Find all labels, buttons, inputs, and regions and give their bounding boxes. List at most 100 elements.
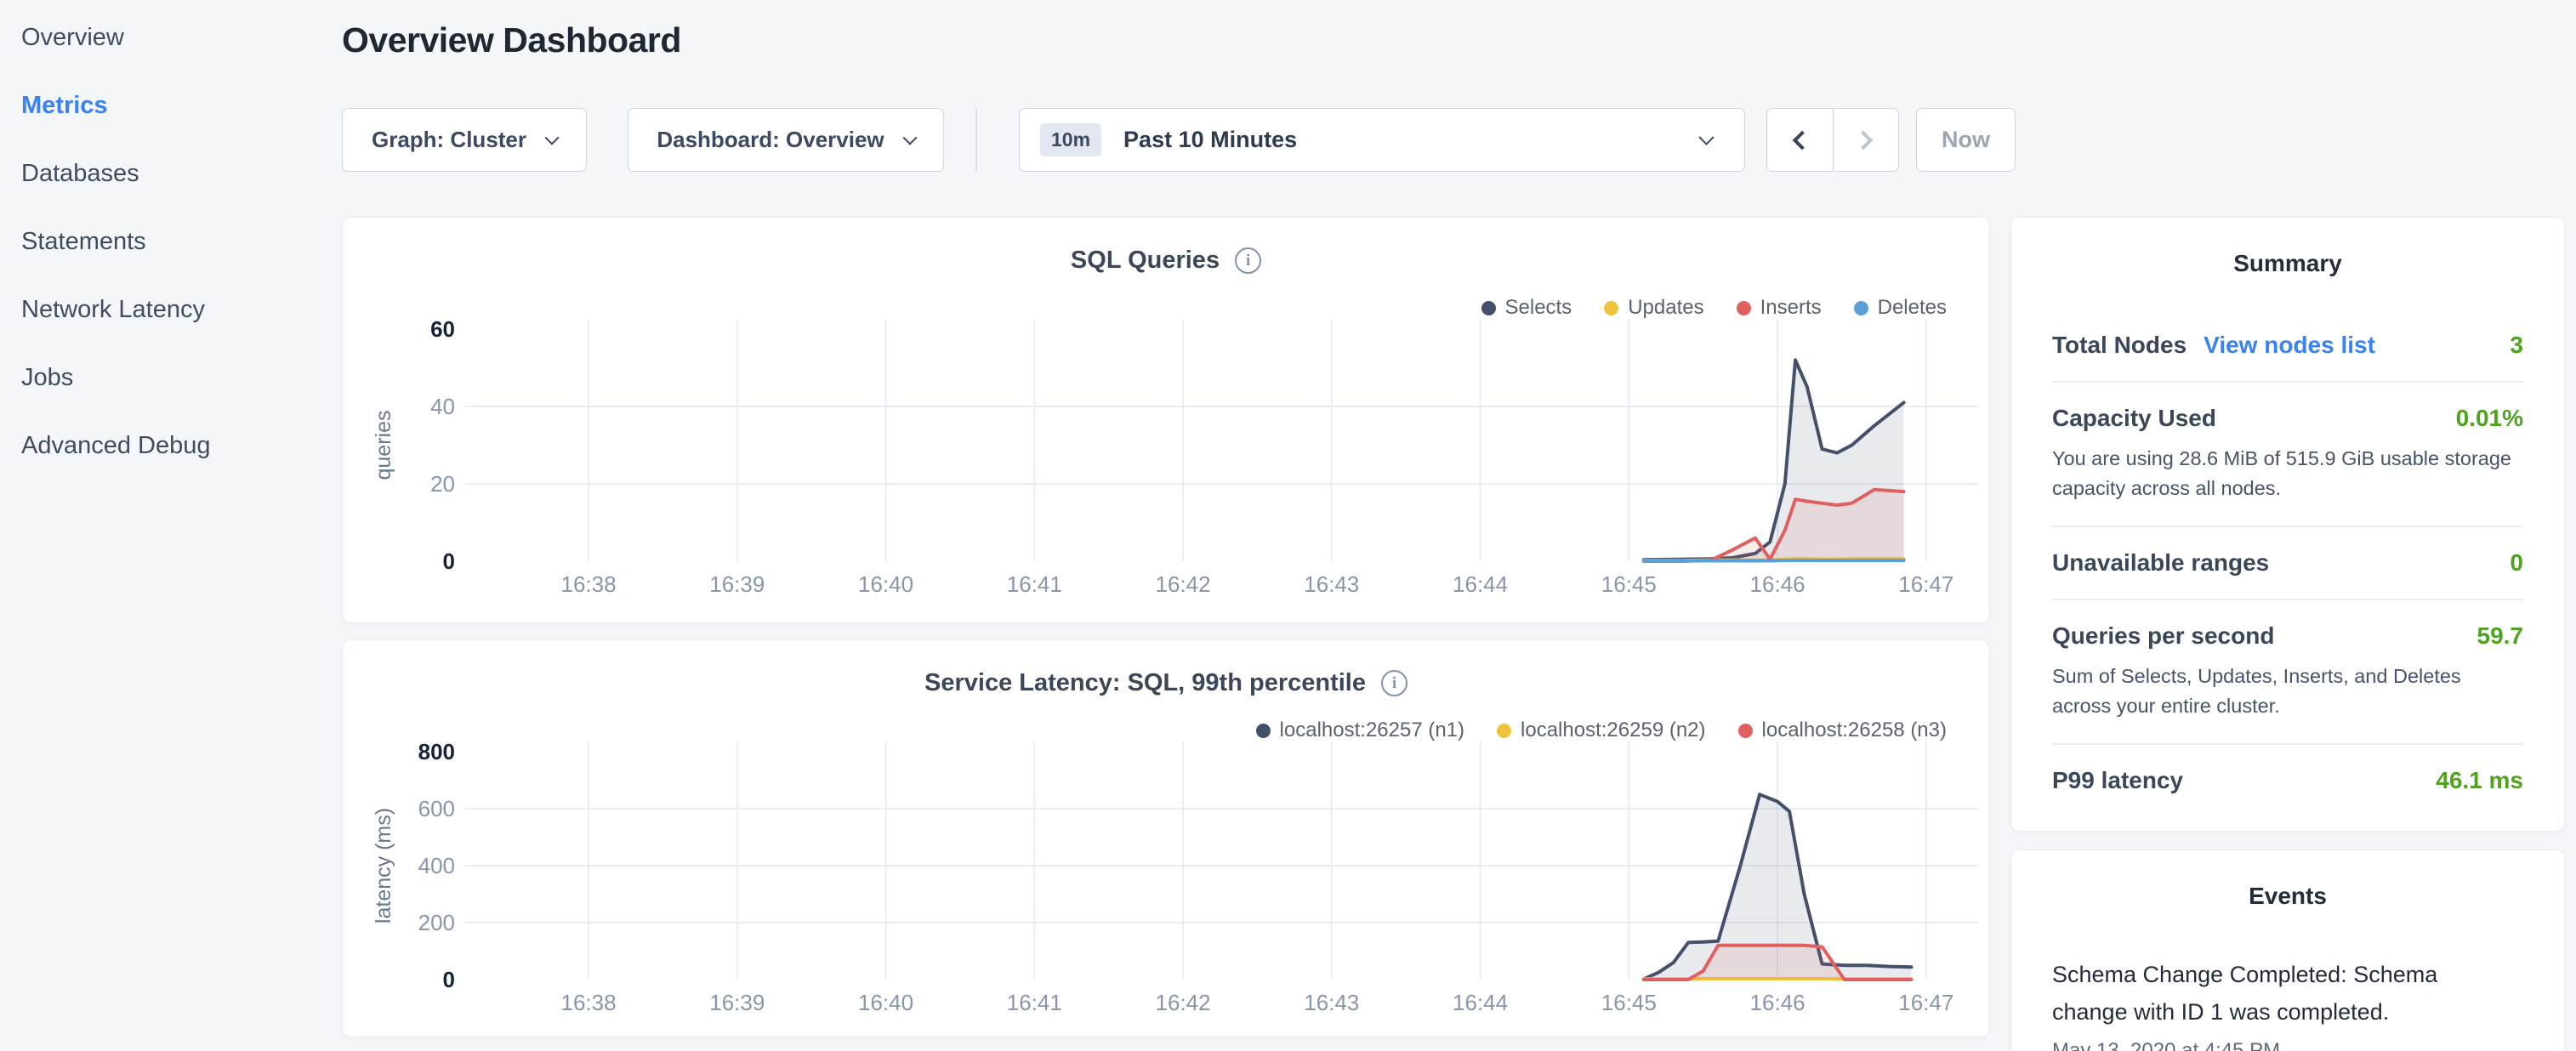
svg-text:16:38: 16:38 [561, 571, 617, 597]
legend-item: localhost:26258 (n3) [1737, 719, 1947, 742]
graph-dropdown[interactable]: Graph: Cluster [342, 108, 587, 172]
svg-text:16:43: 16:43 [1304, 571, 1359, 597]
legend-dot-icon [1255, 723, 1271, 738]
svg-text:800: 800 [418, 739, 455, 764]
events-panel: Events Schema Change Completed: Schema c… [2010, 849, 2565, 1051]
svg-text:16:40: 16:40 [858, 571, 913, 597]
svg-text:16:46: 16:46 [1750, 990, 1805, 1015]
svg-text:16:47: 16:47 [1898, 571, 1953, 597]
svg-text:latency (ms): latency (ms) [372, 808, 395, 923]
svg-text:60: 60 [430, 316, 455, 342]
sidebar-item-advanced-debug[interactable]: Advanced Debug [21, 432, 211, 459]
summary-value: 3 [2510, 332, 2523, 358]
svg-text:16:40: 16:40 [858, 990, 913, 1015]
svg-text:16:39: 16:39 [709, 990, 765, 1015]
service-latency-chart-card: Service Latency: SQL, 99th percentile i … [342, 639, 1990, 1037]
legend-item: localhost:26259 (n2) [1497, 719, 1706, 742]
time-range-badge: 10m [1040, 123, 1102, 156]
event-timestamp: May 13, 2020 at 4:45 PM [2052, 1039, 2281, 1051]
sidebar-item-jobs[interactable]: Jobs [21, 364, 74, 391]
event-message: Schema Change Completed: Schema change w… [2052, 962, 2438, 1025]
legend-dot-icon [1604, 300, 1619, 315]
svg-text:16:39: 16:39 [709, 571, 765, 597]
page-title: Overview Dashboard [342, 20, 681, 60]
legend-item: localhost:26257 (n1) [1255, 719, 1464, 742]
svg-text:400: 400 [418, 853, 455, 878]
chevron-down-icon [902, 130, 918, 145]
svg-text:0: 0 [443, 967, 455, 992]
sidebar: Overview Metrics Databases Statements Ne… [21, 22, 327, 498]
legend-label: localhost:26259 (n2) [1521, 719, 1706, 741]
legend-item: Updates [1604, 296, 1704, 320]
summary-row-total-nodes: Total Nodes View nodes list 3 [2052, 332, 2523, 359]
time-step-buttons [1766, 108, 1899, 172]
legend-item: Deletes [1853, 296, 1947, 320]
prev-time-button[interactable] [1767, 109, 1833, 171]
chevron-down-icon [544, 130, 560, 145]
chart-title: Service Latency: SQL, 99th percentile [924, 669, 1366, 696]
legend-label: Updates [1628, 296, 1704, 319]
summary-value: 59.7 [2476, 622, 2524, 649]
svg-text:16:46: 16:46 [1750, 571, 1805, 597]
divider [2052, 381, 2523, 383]
sidebar-item-network-latency[interactable]: Network Latency [21, 296, 205, 323]
legend-dot-icon [1481, 300, 1496, 315]
svg-text:16:44: 16:44 [1453, 990, 1508, 1015]
summary-description: Sum of Selects, Updates, Inserts, and De… [2052, 665, 2461, 717]
time-range-label: Past 10 Minutes [1123, 127, 1298, 152]
svg-text:16:41: 16:41 [1007, 571, 1062, 597]
summary-label: P99 latency [2052, 767, 2184, 793]
dashboard-dropdown[interactable]: Dashboard: Overview [628, 108, 944, 172]
svg-text:40: 40 [430, 394, 455, 419]
svg-text:600: 600 [418, 796, 455, 821]
time-range-selector[interactable]: 10m Past 10 Minutes [1019, 108, 1745, 172]
svg-text:16:42: 16:42 [1156, 990, 1211, 1015]
sidebar-item-databases[interactable]: Databases [21, 160, 139, 187]
legend-item: Inserts [1736, 296, 1822, 320]
chevron-left-icon [1792, 130, 1812, 150]
svg-text:16:42: 16:42 [1156, 571, 1211, 597]
info-icon[interactable]: i [1380, 670, 1407, 696]
summary-panel: Summary Total Nodes View nodes list 3 Ca… [2010, 217, 2565, 832]
summary-label: Unavailable ranges [2052, 549, 2270, 576]
sidebar-item-overview[interactable]: Overview [21, 24, 124, 51]
event-item: Schema Change Completed: Schema change w… [2052, 956, 2523, 1051]
service-latency-chart[interactable]: 16:38 16:39 16:40 16:41 16:42 16:43 16:44 16:45… [343, 640, 1991, 1038]
dashboard-dropdown-label: Dashboard: Overview [657, 127, 884, 152]
sidebar-item-statements[interactable]: Statements [21, 228, 146, 255]
svg-text:200: 200 [418, 910, 455, 935]
summary-value: 0.01% [2455, 405, 2523, 431]
chart-legend: localhost:26257 (n1) localhost:26259 (n2)… [1255, 719, 1947, 742]
svg-text:16:43: 16:43 [1304, 990, 1359, 1015]
divider [2052, 743, 2523, 745]
sql-queries-chart[interactable]: 16:38 16:39 16:40 16:41 16:42 16:43 16:44 16:45… [343, 218, 1991, 624]
summary-value: 0 [2510, 549, 2523, 576]
summary-row-p99-latency: P99 latency 46.1 ms [2052, 767, 2523, 794]
info-icon[interactable]: i [1235, 247, 1262, 274]
legend-dot-icon [1737, 723, 1753, 738]
divider [2052, 599, 2523, 600]
controls-divider [975, 108, 977, 172]
summary-label: Total Nodes [2052, 332, 2187, 358]
summary-row-queries-per-second: Queries per second 59.7 [2052, 622, 2523, 650]
summary-row-capacity-used: Capacity Used 0.01% [2052, 405, 2523, 432]
chevron-down-icon [1698, 129, 1714, 145]
next-time-button[interactable] [1832, 109, 1899, 171]
svg-text:16:38: 16:38 [561, 990, 617, 1015]
legend-label: Inserts [1760, 296, 1822, 319]
svg-text:0: 0 [443, 548, 455, 574]
summary-row-unavailable-ranges: Unavailable ranges 0 [2052, 549, 2523, 577]
legend-label: localhost:26258 (n3) [1761, 719, 1947, 741]
sidebar-item-metrics[interactable]: Metrics [21, 92, 108, 119]
now-button[interactable]: Now [1916, 108, 2016, 172]
view-nodes-list-link[interactable]: View nodes list [2204, 332, 2375, 358]
legend-label: Deletes [1877, 296, 1947, 319]
legend-dot-icon [1853, 300, 1868, 315]
graph-dropdown-label: Graph: Cluster [371, 127, 527, 152]
summary-value: 46.1 ms [2436, 767, 2523, 793]
summary-title: Summary [2233, 250, 2342, 276]
divider [2052, 526, 2523, 527]
chevron-right-icon [1853, 130, 1874, 150]
svg-text:16:44: 16:44 [1453, 571, 1508, 597]
